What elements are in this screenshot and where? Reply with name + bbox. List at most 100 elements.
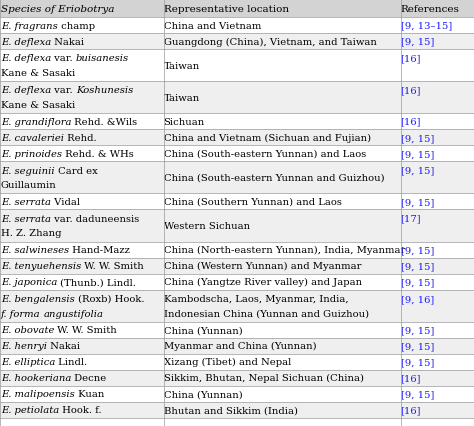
Text: [9, 15]: [9, 15] (401, 166, 434, 175)
Text: E. petiolata: E. petiolata (1, 406, 59, 414)
Text: China (South-eastern Yunnan and Guizhou): China (South-eastern Yunnan and Guizhou) (164, 173, 384, 182)
Bar (0, 402, 474, 418)
Text: [9, 16]: [9, 16] (401, 294, 434, 303)
Text: Card ex: Card ex (55, 166, 97, 175)
Text: China (Yunnan): China (Yunnan) (164, 325, 242, 334)
Text: champ: champ (58, 21, 95, 30)
Bar (0, 114, 474, 130)
Text: [9, 15]: [9, 15] (401, 37, 434, 46)
Text: Sichuan: Sichuan (164, 118, 205, 127)
Text: E. hookeriana: E. hookeriana (1, 374, 71, 383)
Text: [16]: [16] (401, 86, 421, 95)
Bar (0, 130, 474, 146)
Text: E. henryi: E. henryi (1, 342, 47, 351)
Text: Sikkim, Bhutan, Nepal Sichuan (China): Sikkim, Bhutan, Nepal Sichuan (China) (164, 374, 364, 383)
Text: E. deflexa: E. deflexa (1, 37, 51, 46)
Text: var.: var. (51, 54, 76, 63)
Text: Koshunesis: Koshunesis (76, 86, 133, 95)
Text: (Roxb) Hook.: (Roxb) Hook. (75, 294, 144, 303)
Text: (Thunb.) Lindl.: (Thunb.) Lindl. (57, 277, 136, 286)
Text: Decne: Decne (71, 374, 107, 383)
Text: [16]: [16] (401, 54, 421, 63)
Text: E. tenyuehensis: E. tenyuehensis (1, 262, 81, 271)
Text: [16]: [16] (401, 118, 421, 127)
Text: E. japonica: E. japonica (1, 277, 57, 286)
Text: buisanesis: buisanesis (76, 54, 129, 63)
Text: [9, 15]: [9, 15] (401, 262, 434, 271)
Text: H. Z. Zhang: H. Z. Zhang (1, 229, 62, 238)
Bar (0, 354, 474, 370)
Text: E. serrata: E. serrata (1, 198, 51, 207)
Text: Taiwan: Taiwan (164, 61, 200, 70)
Text: [9, 13–15]: [9, 13–15] (401, 21, 452, 30)
Text: E. deflexa: E. deflexa (1, 54, 51, 63)
Text: Taiwan: Taiwan (164, 93, 200, 103)
Bar (0, 258, 474, 274)
Text: Lindl.: Lindl. (55, 357, 87, 366)
Text: [9, 15]: [9, 15] (401, 342, 434, 351)
Text: E. serrata: E. serrata (1, 214, 51, 223)
Text: E. elliptica: E. elliptica (1, 357, 55, 366)
Text: [9, 15]: [9, 15] (401, 245, 434, 254)
Bar (0, 146, 474, 162)
Text: E. fragrans: E. fragrans (1, 21, 58, 30)
Text: Representative location: Representative location (164, 5, 289, 14)
Text: Kuan: Kuan (75, 389, 104, 398)
Text: E. prinoides: E. prinoides (1, 150, 62, 158)
Text: Bhutan and Sikkim (India): Bhutan and Sikkim (India) (164, 406, 298, 414)
Bar (0, 386, 474, 402)
Text: var. daduneensis: var. daduneensis (51, 214, 139, 223)
Text: China (Western Yunnan) and Myanmar: China (Western Yunnan) and Myanmar (164, 262, 361, 271)
Text: Rehd. & WHs: Rehd. & WHs (62, 150, 134, 158)
Text: Nakai: Nakai (47, 342, 80, 351)
Text: E. obovate: E. obovate (1, 325, 55, 334)
Text: E. deflexa: E. deflexa (1, 86, 51, 95)
Text: [17]: [17] (401, 214, 421, 223)
Bar (0, 322, 474, 338)
Text: Nakai: Nakai (51, 37, 84, 46)
Text: Vidal: Vidal (51, 198, 80, 207)
Text: angustifolia: angustifolia (44, 309, 104, 318)
Text: Kane & Sasaki: Kane & Sasaki (1, 69, 75, 78)
Text: China (Yangtze River valley) and Japan: China (Yangtze River valley) and Japan (164, 277, 362, 287)
Text: Rehd. &Wils: Rehd. &Wils (72, 118, 137, 127)
Text: Species of Eriobotrya: Species of Eriobotrya (1, 5, 114, 14)
Text: China (Southern Yunnan) and Laos: China (Southern Yunnan) and Laos (164, 198, 341, 207)
Bar (0, 0, 474, 18)
Bar (0, 274, 474, 290)
Text: China (South-eastern Yunnan) and Laos: China (South-eastern Yunnan) and Laos (164, 150, 366, 158)
Bar (0, 242, 474, 258)
Text: China (Yunnan): China (Yunnan) (164, 389, 242, 398)
Text: Hand-Mazz: Hand-Mazz (69, 245, 130, 254)
Text: Guangdong (China), Vietnam, and Taiwan: Guangdong (China), Vietnam, and Taiwan (164, 37, 376, 46)
Text: References: References (401, 5, 459, 14)
Text: E. salwineses: E. salwineses (1, 245, 69, 254)
Text: [9, 15]: [9, 15] (401, 133, 434, 142)
Text: f. forma: f. forma (1, 309, 44, 318)
Text: Hook. f.: Hook. f. (59, 406, 102, 414)
Text: [9, 15]: [9, 15] (401, 150, 434, 158)
Text: Indonesian China (Yunnan and Guizhou): Indonesian China (Yunnan and Guizhou) (164, 309, 369, 318)
Text: Western Sichuan: Western Sichuan (164, 222, 250, 230)
Text: [16]: [16] (401, 374, 421, 383)
Text: [9, 15]: [9, 15] (401, 389, 434, 398)
Bar (0, 210, 474, 242)
Text: E. grandiflora: E. grandiflora (1, 118, 72, 127)
Text: W. W. Smith: W. W. Smith (81, 262, 144, 271)
Text: Xizang (Tibet) and Nepal: Xizang (Tibet) and Nepal (164, 357, 291, 366)
Bar (0, 290, 474, 322)
Text: [16]: [16] (401, 406, 421, 414)
Text: E. seguinii: E. seguinii (1, 166, 55, 175)
Bar (0, 82, 474, 114)
Text: Kane & Sasaki: Kane & Sasaki (1, 101, 75, 110)
Text: China (North-eastern Yunnan), India, Myanmar: China (North-eastern Yunnan), India, Mya… (164, 245, 405, 254)
Text: [9, 15]: [9, 15] (401, 198, 434, 207)
Bar (0, 338, 474, 354)
Text: Kambodscha, Laos, Myanmar, India,: Kambodscha, Laos, Myanmar, India, (164, 294, 348, 303)
Text: Rehd.: Rehd. (64, 133, 97, 142)
Text: W. W. Smith: W. W. Smith (55, 325, 117, 334)
Bar (0, 18, 474, 34)
Bar (0, 370, 474, 386)
Bar (0, 34, 474, 50)
Bar (0, 162, 474, 194)
